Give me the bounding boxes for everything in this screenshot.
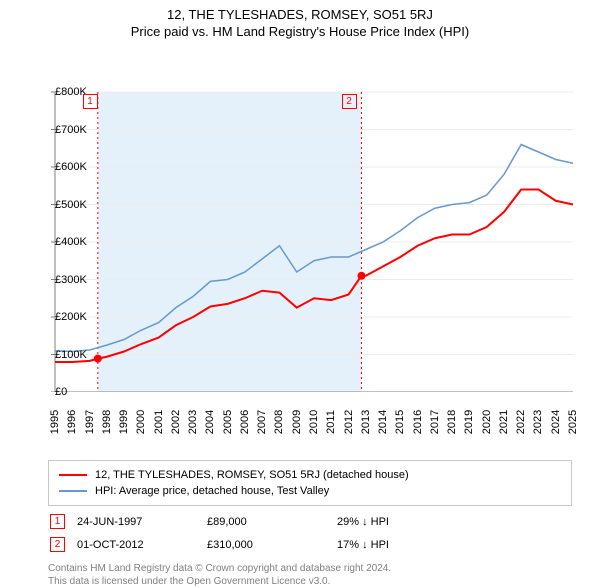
x-tick-label: 2022 [515,410,527,434]
x-tick-label: 2005 [222,410,234,434]
x-tick-label: 2020 [481,410,493,434]
footer: Contains HM Land Registry data © Crown c… [48,562,572,588]
legend-swatch [59,490,87,492]
sale-row: 1 24-JUN-1997£89,00029% ↓ HPI [50,514,600,529]
x-tick-label: 2013 [360,410,372,434]
x-tick-label: 2019 [463,410,475,434]
x-tick-label: 2004 [204,410,216,434]
legend-label: HPI: Average price, detached house, Test… [95,485,329,497]
x-tick-label: 1996 [66,410,78,434]
sale-marker: 2 [50,537,65,552]
footer-line: Contains HM Land Registry data © Crown c… [48,562,572,575]
x-tick-label: 2024 [550,410,562,434]
sales-list: 1 24-JUN-1997£89,00029% ↓ HPI 2 01-OCT-2012… [0,514,600,552]
x-tick-label: 2023 [532,410,544,434]
x-tick-label: 2015 [394,410,406,434]
x-tick-label: 2025 [567,410,579,434]
footer-line: This data is licensed under the Open Gov… [48,575,572,588]
x-tick-label: 1997 [84,410,96,434]
x-tick-label: 1998 [101,410,113,434]
chart-area: £0£100K£200K£300K£400K£500K£600K£700K£80… [0,44,600,392]
x-tick-label: 1999 [118,410,130,434]
x-tick-label: 2008 [273,410,285,434]
x-tick-label: 2011 [325,410,337,434]
sale-marker: 1 [83,94,98,109]
sale-row: 2 01-OCT-2012£310,00017% ↓ HPI [50,537,600,552]
sale-marker: 2 [342,94,357,109]
legend-item: HPI: Average price, detached house, Test… [59,483,561,499]
x-tick-label: 2014 [377,410,389,434]
x-tick-label: 2017 [429,410,441,434]
x-tick-label: 2009 [291,410,303,434]
legend: 12, THE TYLESHADES, ROMSEY, SO51 5RJ (de… [48,460,572,506]
x-tick-label: 2002 [170,410,182,434]
x-tick-label: 2007 [256,410,268,434]
sale-delta: 17% ↓ HPI [337,539,467,551]
x-tick-label: 2003 [187,410,199,434]
x-tick-label: 2018 [446,410,458,434]
sale-price: £89,000 [207,516,337,528]
x-tick-label: 2006 [239,410,251,434]
title-address: 12, THE TYLESHADES, ROMSEY, SO51 5RJ [0,0,600,23]
sale-date: 24-JUN-1997 [77,516,207,528]
x-tick-label: 2021 [498,410,510,434]
figure: { "title_line1":"12, THE TYLESHADES, ROM… [0,0,600,560]
x-tick-label: 2012 [343,410,355,434]
x-tick-label: 1995 [49,410,61,434]
legend-swatch [59,474,87,476]
sale-marker: 1 [50,514,65,529]
x-tick-label: 2001 [153,410,165,434]
title-subtitle: Price paid vs. HM Land Registry's House … [0,23,600,44]
legend-label: 12, THE TYLESHADES, ROMSEY, SO51 5RJ (de… [95,469,409,481]
sale-delta: 29% ↓ HPI [337,516,467,528]
x-tick-label: 2016 [412,410,424,434]
legend-item: 12, THE TYLESHADES, ROMSEY, SO51 5RJ (de… [59,467,561,483]
x-tick-label: 2000 [135,410,147,434]
sale-price: £310,000 [207,539,337,551]
x-tick-label: 2010 [308,410,320,434]
sale-date: 01-OCT-2012 [77,539,207,551]
